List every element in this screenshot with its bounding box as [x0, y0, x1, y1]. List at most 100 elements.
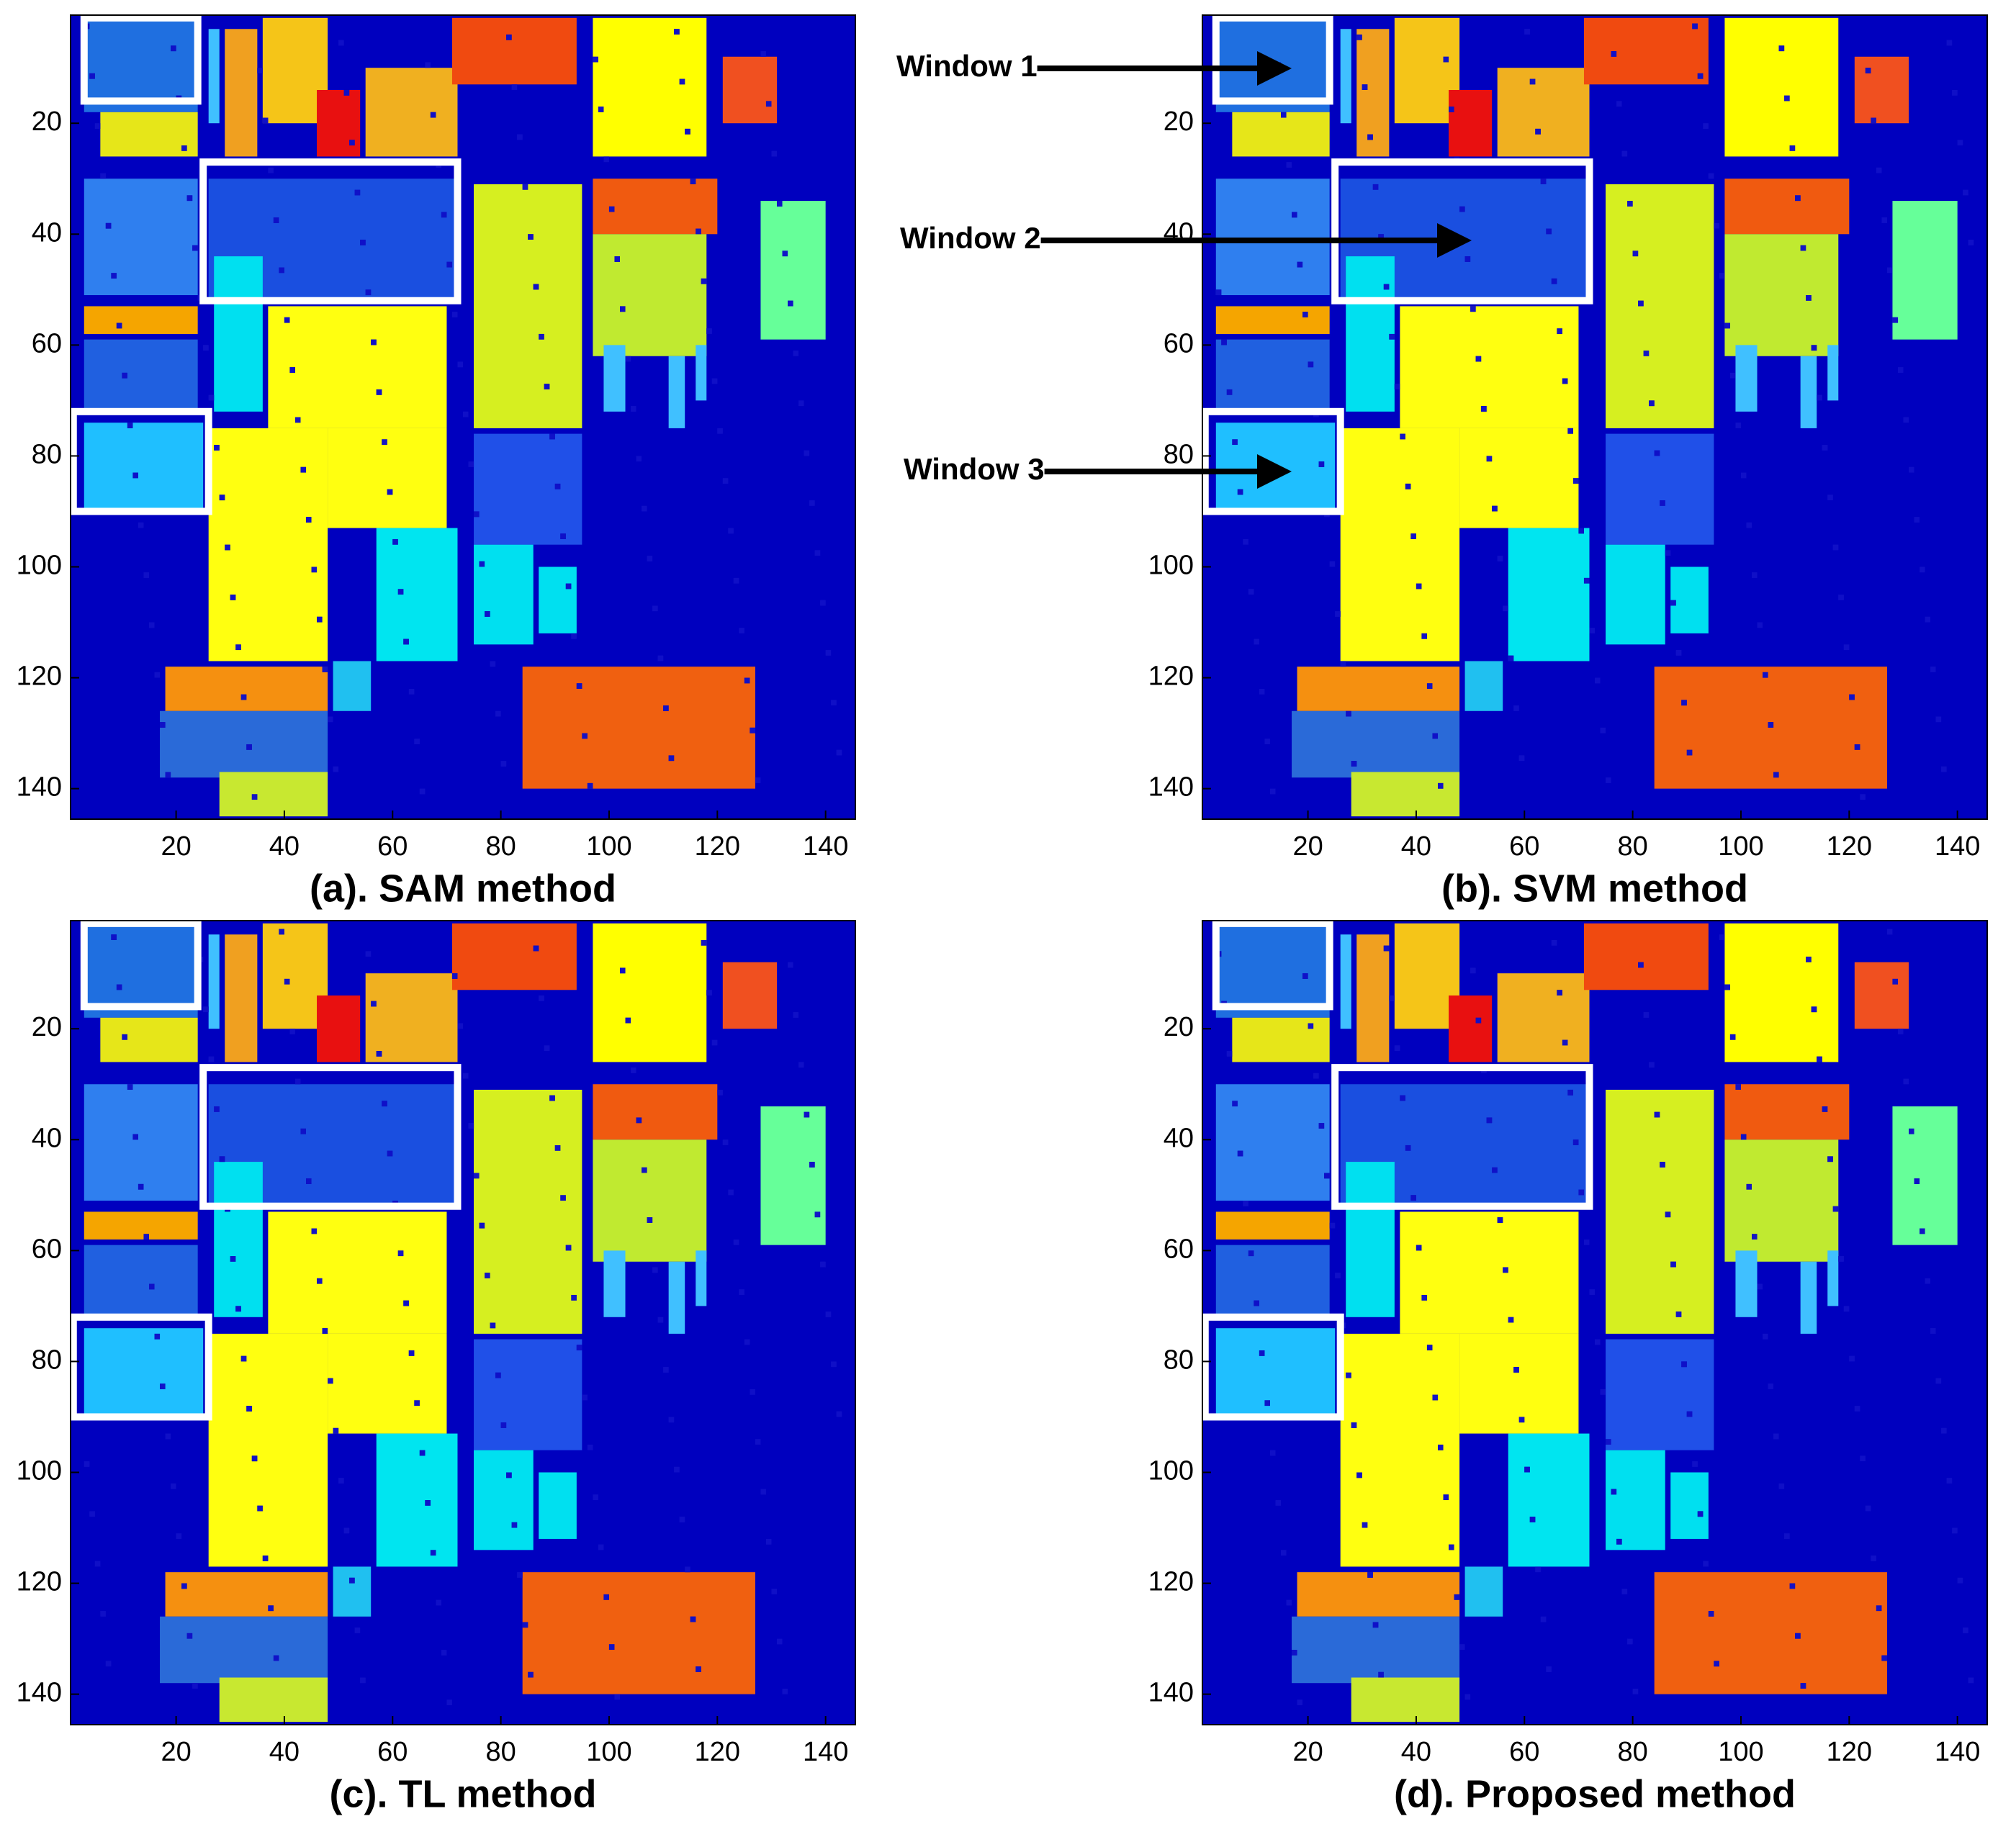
- speckle: [1675, 1311, 1682, 1317]
- class-region: [84, 179, 198, 296]
- speckle: [203, 1006, 209, 1013]
- speckle: [311, 1228, 318, 1234]
- speckle: [733, 1239, 739, 1245]
- speckle: [788, 300, 793, 307]
- speckle: [528, 234, 534, 240]
- class-region: [84, 1328, 204, 1417]
- speckle: [549, 1095, 555, 1101]
- panel-title: (a). SAM method: [310, 867, 616, 910]
- speckle: [1329, 1222, 1336, 1229]
- speckle: [674, 29, 680, 35]
- speckle: [517, 134, 523, 140]
- speckle: [1768, 722, 1774, 728]
- speckle: [387, 1150, 393, 1157]
- speckle: [311, 566, 318, 573]
- speckle: [154, 1333, 161, 1340]
- speckle: [262, 1556, 269, 1561]
- speckle: [436, 1599, 441, 1606]
- speckle: [132, 472, 138, 479]
- class-region: [1606, 184, 1714, 428]
- class-region: [1215, 1211, 1330, 1240]
- speckle: [1843, 1306, 1850, 1312]
- class-region: [1459, 428, 1579, 528]
- speckle: [322, 667, 328, 672]
- x-tick-label: 60: [377, 831, 408, 862]
- y-tick-label: 60: [1164, 328, 1194, 358]
- speckle: [1611, 51, 1617, 57]
- speckle: [1773, 1433, 1779, 1440]
- class-region: [84, 306, 198, 334]
- speckle: [1254, 638, 1259, 645]
- speckle: [625, 1017, 631, 1024]
- speckle: [836, 1411, 842, 1417]
- axes-frame: [70, 14, 856, 820]
- class-region: [1827, 1250, 1839, 1306]
- speckle: [1860, 1455, 1866, 1462]
- class-region: [1892, 201, 1958, 340]
- class-region: [84, 339, 198, 412]
- class-region: [451, 17, 577, 85]
- speckle: [230, 595, 236, 600]
- speckle: [127, 1084, 133, 1090]
- speckle: [554, 1144, 561, 1151]
- speckle: [1351, 761, 1357, 767]
- speckle: [1421, 1294, 1427, 1301]
- speckle: [419, 788, 426, 795]
- speckle: [1497, 556, 1503, 561]
- speckle: [1318, 461, 1325, 467]
- speckle: [793, 351, 799, 356]
- speckle: [777, 201, 783, 207]
- window-box: [69, 407, 212, 515]
- speckle: [685, 1566, 690, 1573]
- speckle: [1421, 633, 1427, 639]
- speckle: [603, 156, 609, 163]
- speckle: [160, 722, 166, 728]
- x-tick-label: 40: [1401, 831, 1431, 862]
- speckle: [1248, 1250, 1254, 1257]
- speckle: [647, 1217, 653, 1223]
- speckle: [1356, 34, 1362, 40]
- speckle: [105, 222, 112, 229]
- window-label: Window 2: [900, 221, 1041, 255]
- class-region: [376, 528, 458, 662]
- speckle: [1768, 1383, 1774, 1389]
- class-region: [722, 962, 777, 1029]
- speckle: [1757, 622, 1763, 628]
- speckle: [1670, 1261, 1676, 1268]
- y-tick-label: 140: [1148, 1678, 1194, 1708]
- speckle: [1746, 1183, 1752, 1190]
- class-region: [317, 89, 361, 157]
- speckle: [1854, 1406, 1860, 1412]
- class-region: [593, 923, 707, 1062]
- speckle: [1724, 984, 1730, 990]
- speckle: [1362, 84, 1368, 90]
- speckle: [371, 339, 377, 346]
- speckle: [608, 1644, 615, 1651]
- speckle: [663, 705, 669, 711]
- speckle: [111, 934, 117, 940]
- speckle: [825, 1311, 832, 1317]
- class-region: [1800, 356, 1817, 428]
- class-region: [208, 934, 220, 1029]
- speckle: [262, 117, 269, 124]
- class-region: [593, 1139, 707, 1262]
- speckle: [1405, 483, 1411, 489]
- speckle: [1389, 333, 1395, 340]
- panel: 20 40 60 80 100 120 140 20 40 60 80 100 120 140 (c). T…: [17, 919, 856, 1815]
- window-box: [199, 1064, 462, 1210]
- speckle: [1367, 134, 1373, 140]
- axes-frame: [70, 920, 856, 1725]
- speckle: [576, 683, 582, 689]
- speckle: [1459, 1644, 1465, 1651]
- speckle: [1708, 173, 1714, 179]
- class-region: [1854, 56, 1909, 124]
- speckle: [425, 62, 431, 68]
- speckle: [186, 195, 193, 202]
- y-tick-label: 140: [17, 1678, 62, 1708]
- speckle: [1627, 201, 1633, 207]
- class-region: [1800, 1261, 1817, 1334]
- class-region: [1297, 667, 1460, 711]
- speckle: [663, 1367, 669, 1373]
- window-box: [199, 158, 462, 304]
